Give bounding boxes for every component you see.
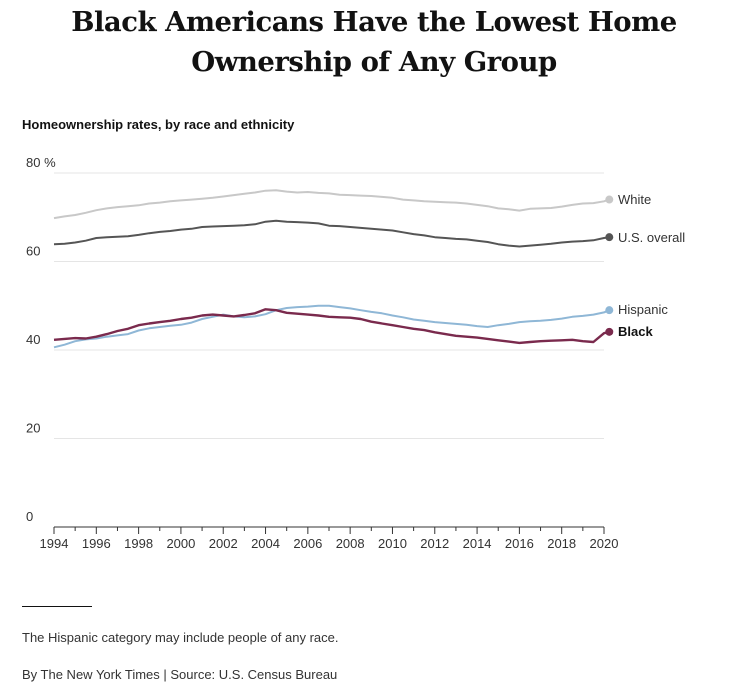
x-tick-label: 2008: [336, 536, 365, 551]
x-tick-label: 2002: [209, 536, 238, 551]
series-label-u-s-overall: U.S. overall: [618, 230, 685, 245]
series-endpoint-u-s-overall: [605, 233, 614, 242]
x-tick-label: 2014: [463, 536, 492, 551]
footnote-divider: [22, 606, 92, 607]
source-credit: By The New York Times | Source: U.S. Cen…: [22, 667, 338, 682]
series-label-black: Black: [618, 324, 653, 339]
x-tick-label: 1996: [82, 536, 111, 551]
y-tick-label: 80 %: [26, 155, 56, 170]
series-endpoint-black: [605, 327, 614, 336]
x-tick-label: 2016: [505, 536, 534, 551]
series-line-hispanic: [53, 304, 610, 349]
x-tick-label: 2006: [293, 536, 322, 551]
x-tick-label: 2018: [547, 536, 576, 551]
x-tick-label: 1998: [124, 536, 153, 551]
y-tick-label: 60: [26, 244, 40, 259]
series-endpoint-hispanic: [605, 306, 614, 315]
line-chart: 0 20 40 60 80 % 1994 1996 1998 2000 2002 2004 2006…: [26, 155, 685, 551]
x-tick-label: 2020: [590, 536, 619, 551]
x-tick-label: 1994: [40, 536, 69, 551]
x-tick-label: 2012: [420, 536, 449, 551]
y-tick-label: 20: [26, 421, 40, 436]
footnote: The Hispanic category may include people…: [22, 630, 339, 645]
grid-lines: [54, 172, 604, 439]
series-line-white: [53, 189, 610, 220]
x-tick-label: 2010: [378, 536, 407, 551]
series-labels: White U.S. overall Hispanic Black: [618, 192, 685, 339]
x-axis: 1994 1996 1998 2000 2002 2004 2006 2008 2010 2012…: [40, 526, 619, 551]
chart-subtitle: Homeownership rates, by race and ethnici…: [22, 117, 295, 132]
series-label-white: White: [618, 192, 651, 207]
series-endpoint-white: [605, 195, 614, 204]
series-line-black: [53, 308, 610, 345]
chart-headline: Black Americans Have the Lowest Home Own…: [71, 6, 677, 78]
series-lines: [53, 189, 614, 349]
y-tick-label: 0: [26, 509, 33, 524]
y-tick-label: 40: [26, 332, 40, 347]
series-line-u-s-overall: [53, 219, 610, 248]
x-tick-label: 2000: [166, 536, 195, 551]
series-label-hispanic: Hispanic: [618, 302, 668, 317]
x-tick-label: 2004: [251, 536, 280, 551]
y-axis: 0 20 40 60 80 %: [26, 155, 56, 524]
